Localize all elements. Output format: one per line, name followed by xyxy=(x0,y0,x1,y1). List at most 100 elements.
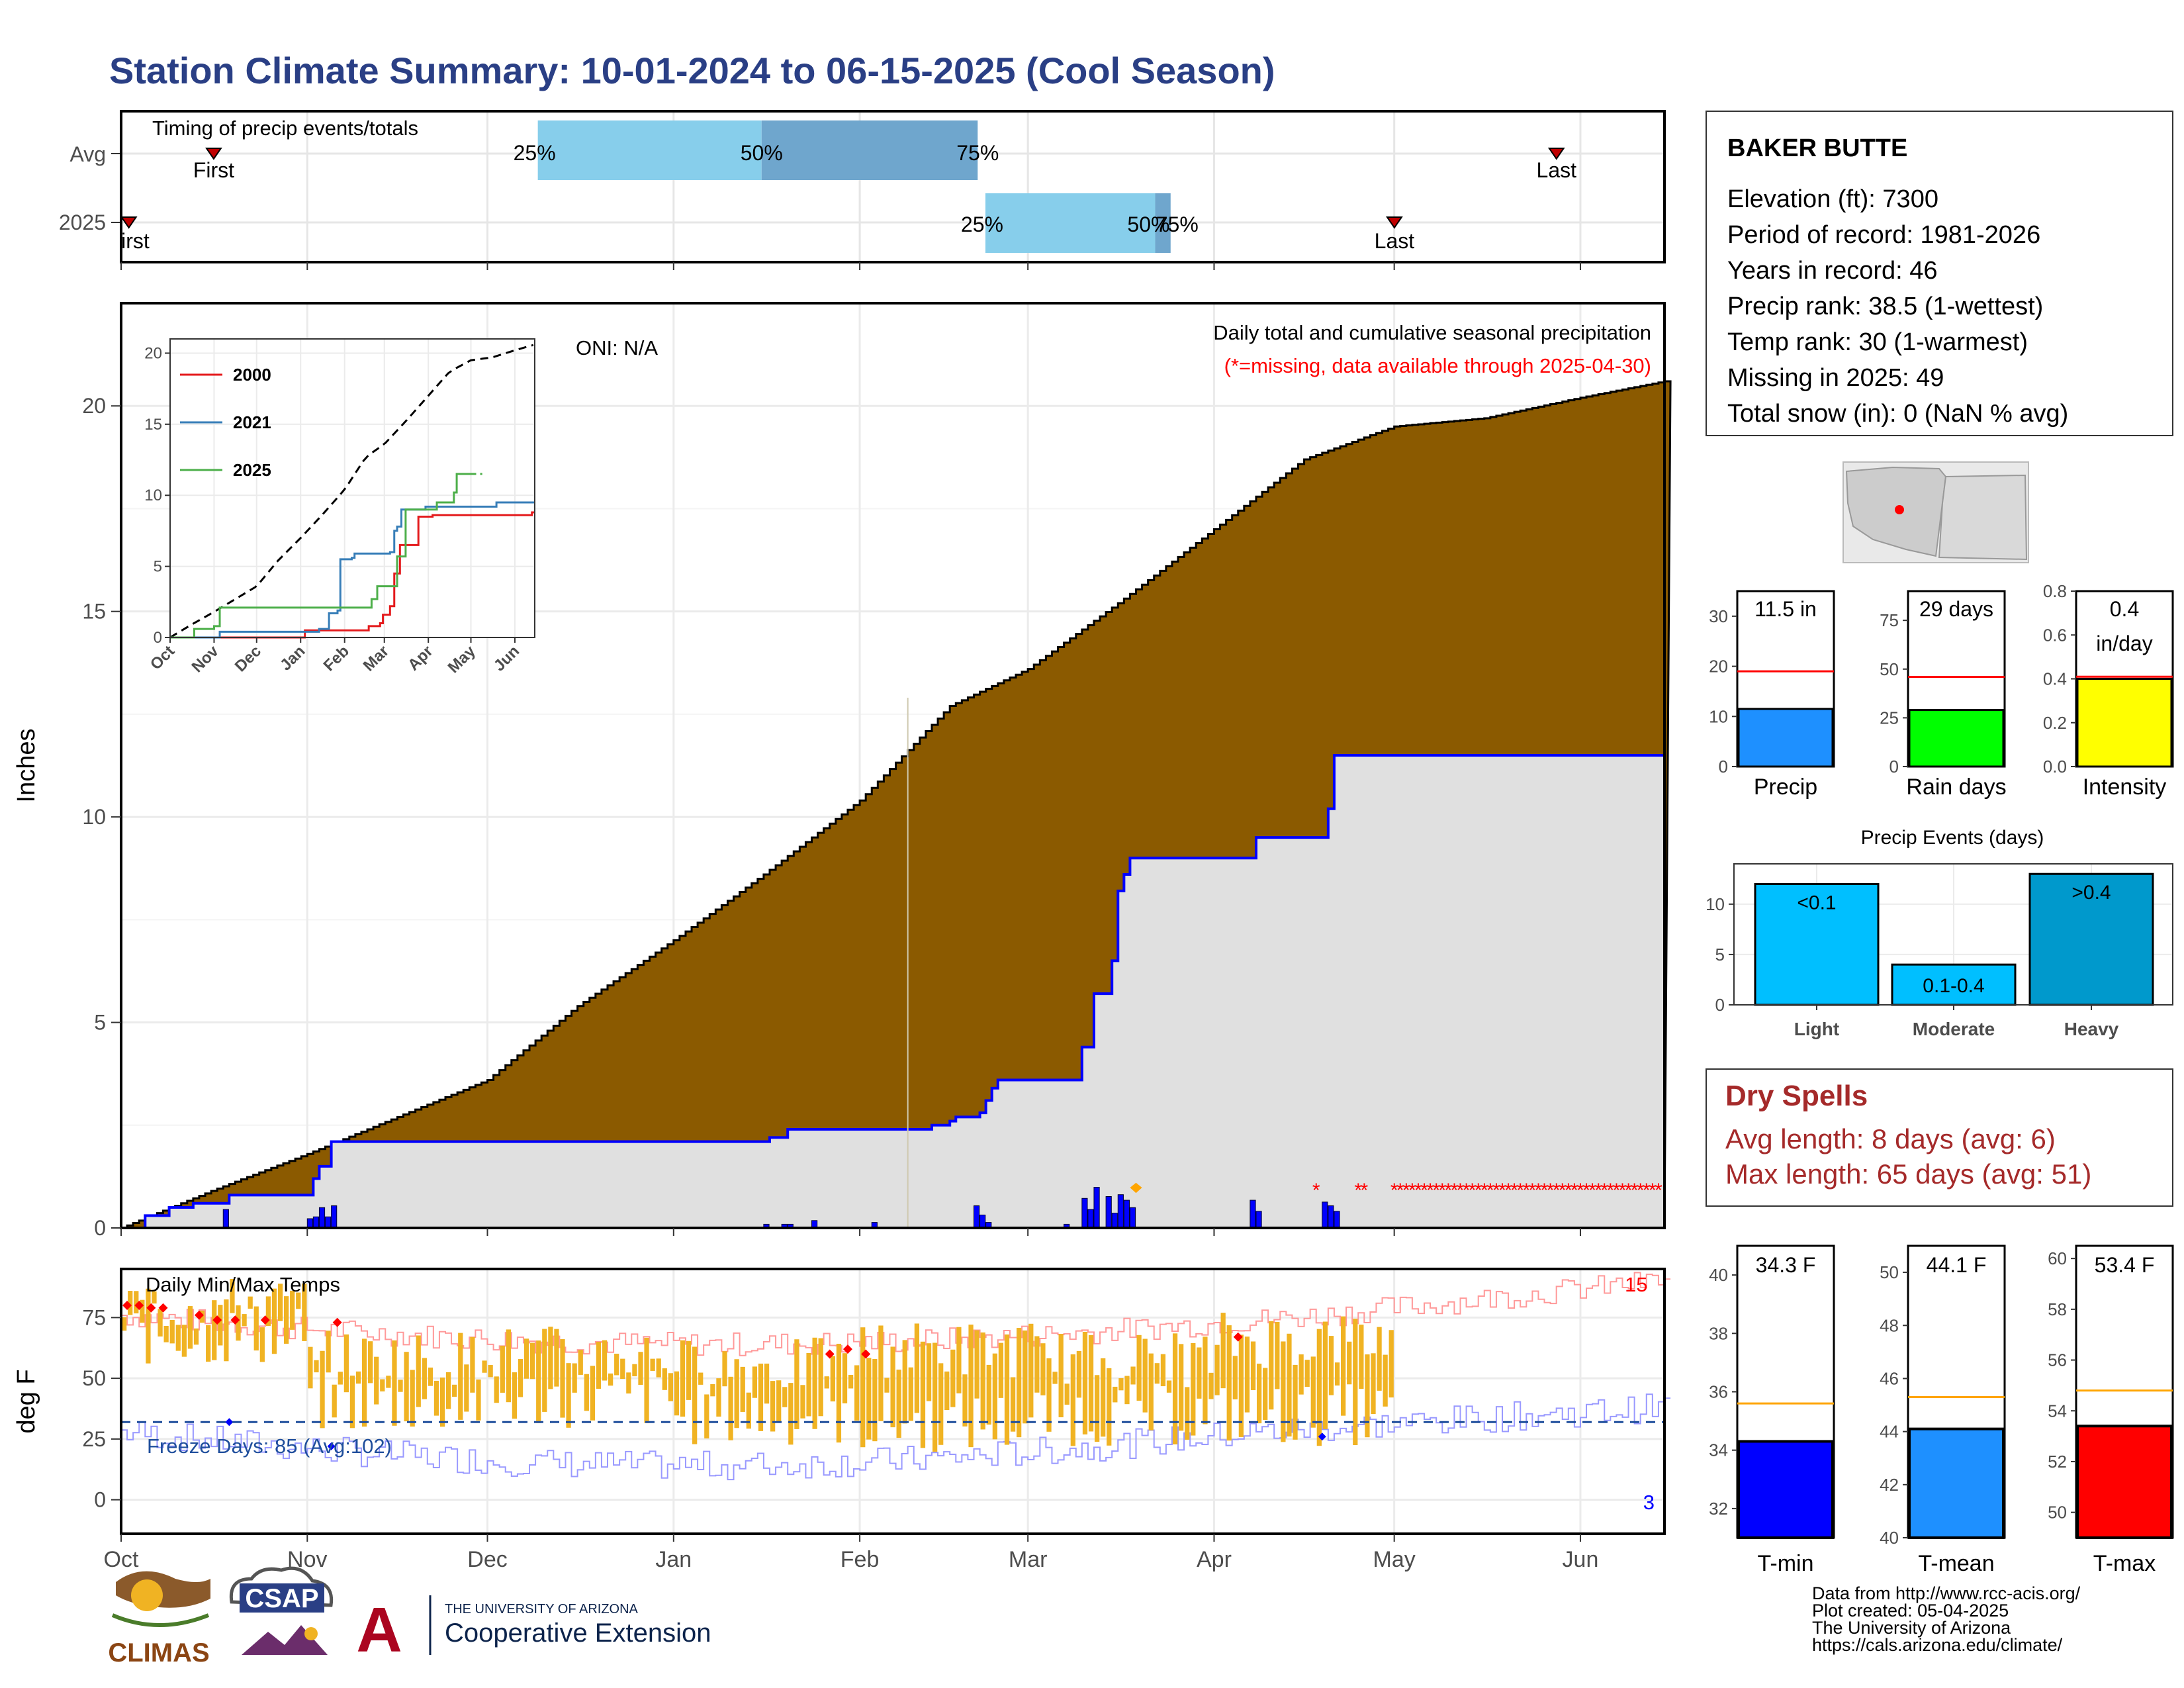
daily-temp-bar xyxy=(1166,1380,1172,1393)
inset-frame xyxy=(169,338,535,638)
mini-chart-value: 0.4 xyxy=(2110,597,2139,621)
missing-marker: * xyxy=(1402,1180,1410,1201)
missing-marker: * xyxy=(1390,1180,1398,1201)
record-high-marker xyxy=(230,1315,240,1325)
daily-temp-bar xyxy=(361,1338,367,1427)
daily-temp-bar xyxy=(980,1332,985,1430)
arizona-locator-map xyxy=(1843,461,2029,563)
station-info-line: Period of record: 1981-2026 xyxy=(1727,221,2040,249)
daily-temp-bar xyxy=(794,1339,799,1429)
daily-temp-bar xyxy=(908,1367,913,1421)
daily-temp-bar xyxy=(926,1343,932,1401)
precip-caption: Daily total and cumulative seasonal prec… xyxy=(1213,321,1651,344)
daily-temp-bar xyxy=(1004,1334,1010,1445)
avg-first-label: First xyxy=(193,158,234,182)
daily-temp-bar xyxy=(1017,1328,1022,1438)
daily-temp-bar xyxy=(590,1366,596,1421)
temp-mini-value: 53.4 F xyxy=(2095,1253,2155,1277)
missing-marker: * xyxy=(1498,1180,1506,1201)
daily-temp-bar xyxy=(464,1364,469,1412)
page-title: Station Climate Summary: 10-01-2024 to 0… xyxy=(109,50,1275,91)
daily-temp-bar xyxy=(1179,1344,1184,1431)
daily-temp-bar xyxy=(710,1384,715,1397)
daily-temp-bar xyxy=(1226,1325,1232,1441)
daily-temp-bar xyxy=(212,1300,217,1360)
missing-marker: * xyxy=(1625,1180,1633,1201)
small-sun-icon xyxy=(304,1627,318,1640)
daily-temp-bar xyxy=(1101,1358,1106,1437)
oni-label: ONI: N/A xyxy=(576,336,658,359)
daily-temp-bar xyxy=(1322,1321,1328,1429)
daily-temp-bar xyxy=(602,1340,608,1381)
temp-mini-y-tick: 40 xyxy=(1709,1265,1728,1285)
temp-mini-y-tick: 52 xyxy=(2048,1452,2067,1472)
daily-temp-bar xyxy=(290,1290,295,1330)
daily-temp-bar xyxy=(782,1387,788,1407)
daily-precip-bar xyxy=(1105,1196,1112,1229)
missing-marker: * xyxy=(1547,1180,1555,1201)
temp-mini-label: T-mean xyxy=(1918,1551,1994,1576)
daily-temp-bar xyxy=(878,1325,884,1421)
mini-chart-y-tick: 0.6 xyxy=(2043,625,2067,645)
temp-mini-value: 34.3 F xyxy=(1756,1253,1816,1277)
daily-temp-bar xyxy=(1250,1341,1256,1391)
daily-temp-bar xyxy=(1256,1364,1262,1424)
missing-marker: * xyxy=(1354,1180,1362,1201)
mini-chart-bar xyxy=(1737,708,1834,768)
daily-temp-bar xyxy=(422,1358,427,1399)
daily-temp-bar xyxy=(368,1341,373,1383)
daily-precip-bar xyxy=(1129,1207,1136,1229)
daily-temp-bar xyxy=(314,1360,319,1373)
daily-temp-bar xyxy=(596,1342,602,1389)
precip-events-title: Precip Events (days) xyxy=(1861,827,2044,849)
daily-temp-bar xyxy=(800,1385,805,1419)
y2025-p50-label: 50% xyxy=(1127,212,1169,236)
mini-chart-y-tick: 50 xyxy=(1880,659,1899,679)
daily-temp-bar xyxy=(175,1325,181,1351)
record-high-marker xyxy=(842,1344,852,1354)
y2025-50-75-bar xyxy=(1155,193,1171,253)
temp-mini-y-tick: 38 xyxy=(1709,1323,1728,1343)
daily-temp-bar xyxy=(692,1346,698,1444)
daily-temp-bar xyxy=(608,1373,614,1386)
record-max-line xyxy=(121,1272,1671,1356)
mini-chart-label: Intensity xyxy=(2083,774,2167,800)
daily-temp-bar xyxy=(1046,1358,1052,1432)
daily-temp-bar xyxy=(1238,1335,1244,1437)
daily-temp-bar xyxy=(326,1331,331,1373)
y2025-last-label: Last xyxy=(1375,229,1415,253)
missing-marker: * xyxy=(1631,1180,1639,1201)
daily-temp-bar xyxy=(343,1334,349,1393)
daily-temp-bar xyxy=(1107,1368,1112,1446)
temp-mini-y-tick: 42 xyxy=(1880,1475,1899,1495)
avg-50-75-bar xyxy=(761,120,978,180)
daily-temp-bar xyxy=(902,1340,907,1424)
daily-temp-bar xyxy=(1148,1353,1154,1430)
inset-y-tick: 15 xyxy=(144,416,162,434)
daily-temp-bar xyxy=(698,1372,704,1385)
daily-precip-bar xyxy=(1117,1194,1124,1229)
daily-precip-bar xyxy=(979,1214,986,1229)
daily-temp-bar xyxy=(1058,1334,1064,1418)
missing-marker: * xyxy=(1570,1180,1578,1201)
daily-temp-bar xyxy=(1185,1387,1190,1440)
record-high-marker xyxy=(122,1301,132,1311)
inset-y-tick: 5 xyxy=(154,558,162,576)
daily-temp-bar xyxy=(410,1370,415,1427)
daily-temp-bar xyxy=(1088,1335,1094,1432)
temp-mini-y-tick: 40 xyxy=(1880,1528,1899,1548)
precip-y-tick: 20 xyxy=(82,394,106,418)
daily-temp-bar xyxy=(818,1338,823,1417)
daily-temp-bar xyxy=(716,1378,721,1417)
daily-temp-bar xyxy=(920,1341,926,1448)
missing-marker: * xyxy=(1444,1180,1452,1201)
daily-temp-bar xyxy=(746,1392,751,1429)
missing-marker: * xyxy=(1360,1180,1368,1201)
precip-event-bar-label: <0.1 xyxy=(1797,892,1836,914)
missing-marker: * xyxy=(1655,1180,1662,1201)
x-axis-month: Oct xyxy=(104,1547,139,1572)
daily-temp-bar xyxy=(1052,1372,1058,1384)
inset-series-2025 xyxy=(170,473,471,639)
obs-cumulative-line xyxy=(121,753,1664,1229)
daily-temp-bar xyxy=(1197,1347,1202,1399)
